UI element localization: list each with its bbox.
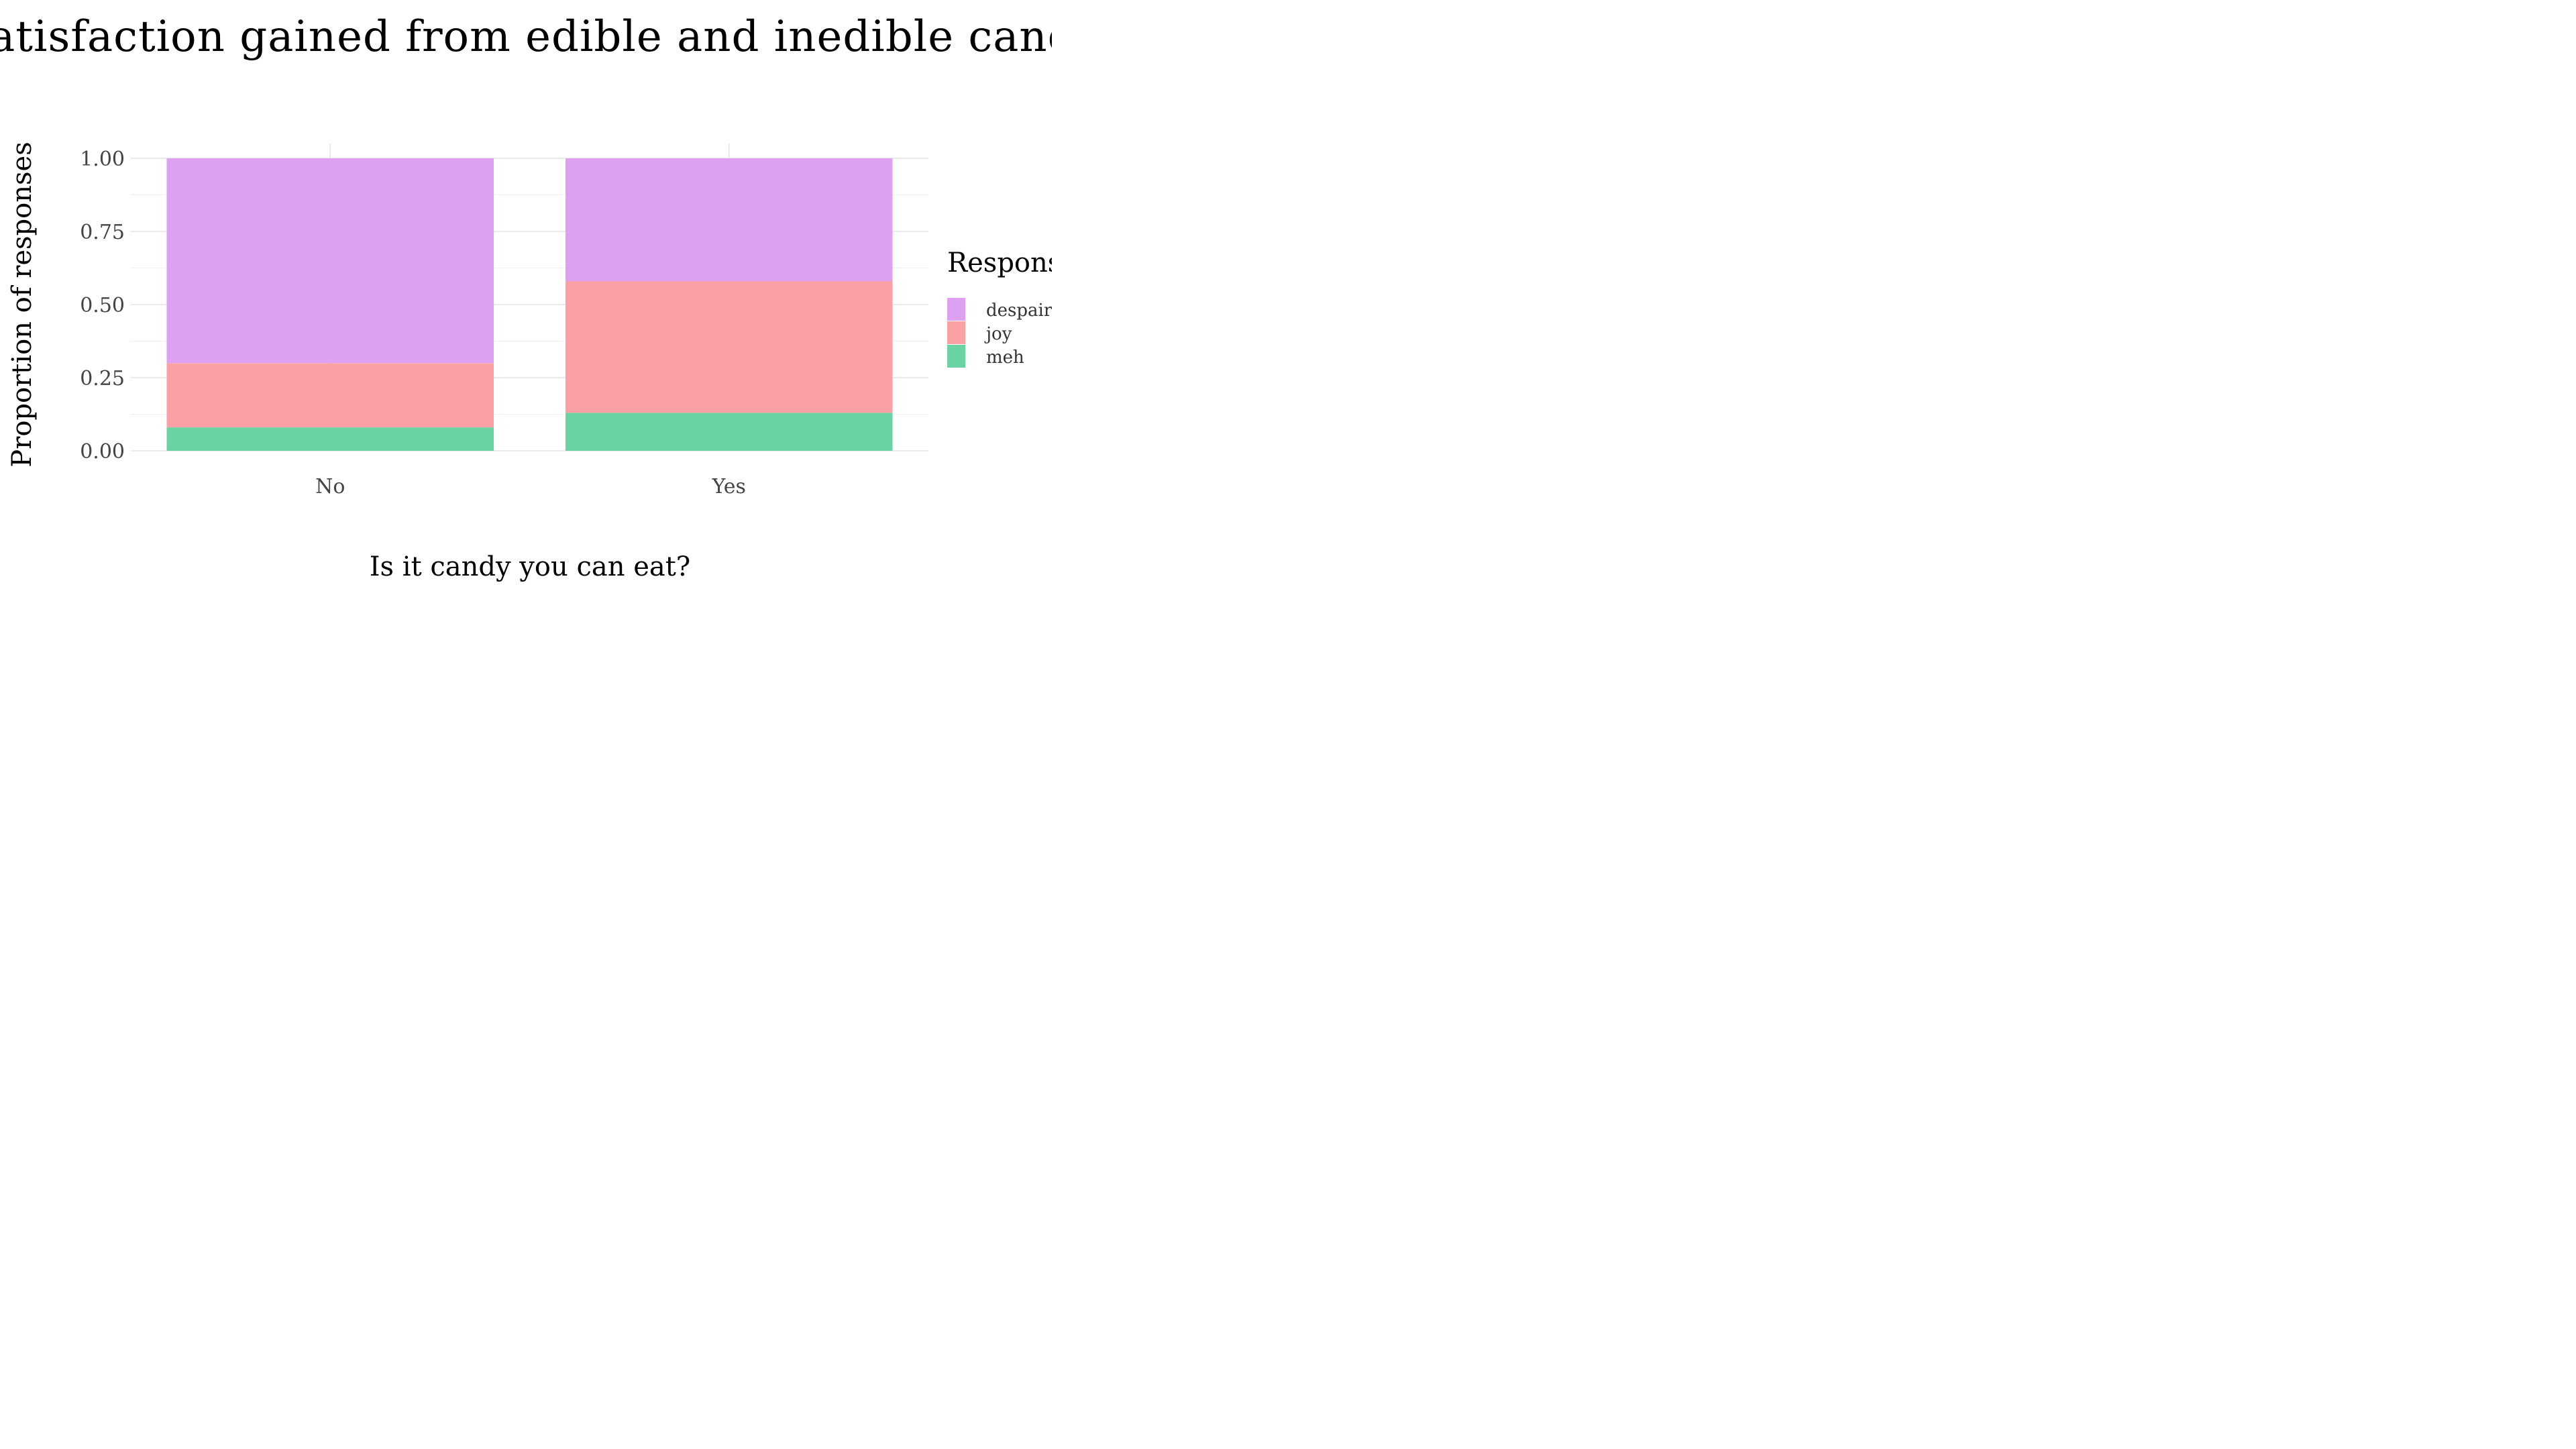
chart: Satisfaction gained from edible and ined… — [0, 12, 1052, 582]
bar-meh-no — [166, 427, 494, 451]
legend-label-meh: meh — [986, 347, 1024, 368]
chart-title: Satisfaction gained from edible and ined… — [0, 12, 1052, 62]
legend-swatch-meh — [947, 345, 965, 368]
y-tick-label: 0.25 — [80, 367, 125, 390]
bar-despair-yes — [566, 158, 893, 282]
x-tick-label: No — [315, 475, 345, 498]
legend-title: Response — [947, 248, 1052, 278]
x-tick-label: Yes — [712, 475, 746, 498]
legend-label-despair: despair — [986, 301, 1052, 321]
bar-meh-yes — [566, 413, 893, 451]
legend-swatch-despair — [947, 298, 965, 321]
x-axis-title: Is it candy you can eat? — [370, 551, 690, 582]
tick-labels: 0.00 0.25 0.50 0.75 1.00 No Yes — [80, 148, 746, 498]
legend-label-joy: joy — [984, 324, 1012, 344]
y-tick-label: 1.00 — [80, 148, 125, 171]
legend: Response despair joy meh — [947, 248, 1052, 368]
bar-despair-no — [166, 158, 494, 364]
y-axis-title: Proportion of responses — [7, 142, 38, 467]
legend-swatch-joy — [947, 321, 965, 344]
bars — [166, 158, 893, 451]
y-tick-label: 0.75 — [80, 221, 125, 244]
y-tick-label: 0.00 — [80, 440, 125, 464]
y-tick-label: 0.50 — [80, 294, 125, 317]
bar-joy-yes — [566, 281, 893, 413]
bar-joy-no — [166, 363, 494, 428]
